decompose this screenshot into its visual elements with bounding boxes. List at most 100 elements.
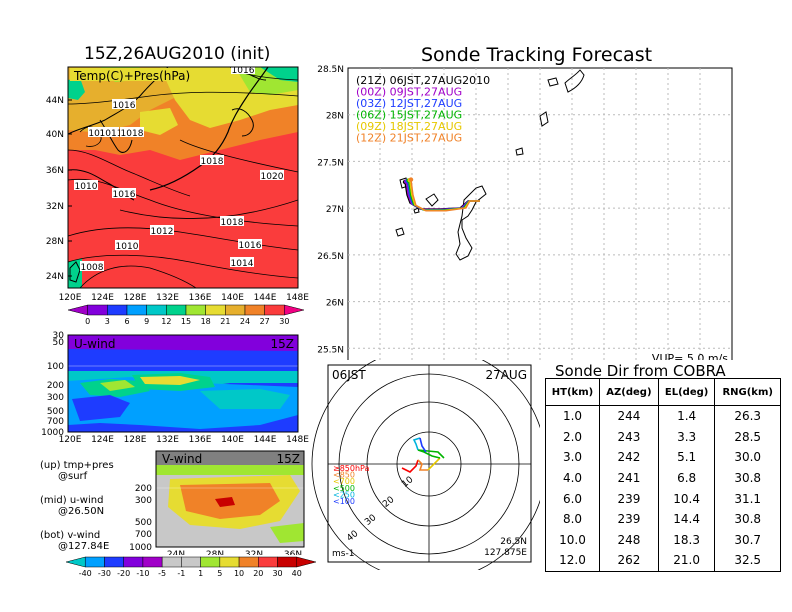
colorbar-swatch bbox=[296, 556, 317, 568]
map-lon-tick: 120E bbox=[59, 293, 82, 303]
colorbar-swatch bbox=[284, 304, 305, 316]
map-lat-tick: 32N bbox=[46, 202, 64, 212]
table-title: Sonde Dir from COBRA bbox=[555, 362, 726, 380]
table-cell: 12.0 bbox=[545, 550, 600, 572]
vwind-p-tick: 200 bbox=[135, 484, 152, 494]
vwind-lat-tick: 28N bbox=[206, 550, 224, 555]
map-lat-tick: 44N bbox=[46, 96, 64, 106]
table-cell: 10.4 bbox=[657, 488, 716, 509]
track-param: VUP= 5.0 m/s bbox=[652, 352, 728, 360]
track-legend-entry: (06Z) 15JST,27AUG bbox=[356, 109, 462, 122]
track-lat-tick: 28.5N bbox=[317, 65, 344, 75]
map-lon-tick: 128E bbox=[124, 293, 147, 303]
table-header: RNG(km) bbox=[714, 378, 781, 406]
hodograph-segment bbox=[417, 449, 445, 459]
hodograph-segment bbox=[412, 437, 421, 451]
track-map: 28.5N28N27.5N27N26.5N26N25.5N25N126E126.… bbox=[317, 65, 733, 360]
colorbar-swatch bbox=[84, 556, 105, 568]
table-header: AZ(deg) bbox=[598, 378, 659, 406]
svg-text:1016: 1016 bbox=[239, 241, 262, 251]
table-header: HT(km) bbox=[545, 378, 600, 406]
colorbar-swatch bbox=[107, 304, 128, 316]
polar-legend-entry: ≥850hPa bbox=[333, 464, 370, 473]
table-cell: 6.8 bbox=[657, 467, 716, 489]
table-cell: 3.0 bbox=[545, 447, 600, 468]
polar-lon: 127.875E bbox=[484, 548, 527, 558]
colorbar-swatch bbox=[181, 556, 201, 568]
uwind-lon-tick: 128E bbox=[124, 435, 147, 445]
track-lat-tick: 27.5N bbox=[317, 158, 344, 168]
isobar-labels: 1016 1016 1016 101 1011 1018 1018 1010 1… bbox=[74, 66, 284, 273]
table-cell: 1.4 bbox=[657, 405, 716, 427]
colorbar-swatch bbox=[142, 556, 163, 568]
uwind-p-tick: 200 bbox=[47, 381, 64, 391]
colorbar-label: 40 bbox=[292, 569, 302, 578]
colorbar-label: 18 bbox=[201, 317, 211, 326]
colorbar-label: -10 bbox=[136, 569, 149, 578]
svg-text:1016: 1016 bbox=[232, 66, 255, 76]
uwind-lon-tick: 120E bbox=[59, 435, 82, 445]
vwind-lat-tick: 24N bbox=[167, 550, 185, 555]
colorbar-swatch bbox=[185, 304, 206, 316]
colorbar-label: 9 bbox=[144, 317, 149, 326]
colorbar-swatch bbox=[258, 556, 278, 568]
hodograph-segment bbox=[417, 459, 428, 471]
map-lon-tick: 136E bbox=[189, 293, 212, 303]
colorbar-swatch bbox=[161, 556, 182, 568]
polar-legend-entry: <250 bbox=[333, 490, 355, 499]
table-cell: 3.3 bbox=[657, 426, 716, 448]
svg-text:1011: 1011 bbox=[100, 129, 123, 139]
vwind-p-tick: 700 bbox=[135, 530, 152, 540]
track-legend-entry: (09Z) 18JST,27AUG bbox=[356, 120, 462, 133]
colorbar-label: 5 bbox=[217, 569, 222, 578]
uwind-p-tick: 1000 bbox=[41, 428, 64, 438]
colorbar-swatch bbox=[244, 304, 265, 316]
svg-text:1012: 1012 bbox=[151, 227, 174, 237]
map-lon-tick: 132E bbox=[156, 293, 179, 303]
table-cell: 31.1 bbox=[714, 488, 781, 509]
sonde-table: HT(km) AZ(deg) EL(deg) RNG(km) 1.0 244 1.4 26.… bbox=[545, 378, 781, 572]
temp-pres-map: 1016 1016 1016 101 1011 1018 1018 1010 1… bbox=[46, 66, 309, 303]
colorbar-label: 30 bbox=[272, 569, 282, 578]
table-row: 8.0 239 14.4 30.8 bbox=[545, 508, 781, 530]
vwind-time: 15Z bbox=[277, 452, 301, 466]
svg-text:1010: 1010 bbox=[116, 242, 139, 252]
svg-text:1018: 1018 bbox=[121, 129, 144, 139]
polar-units: ms-1 bbox=[332, 549, 354, 559]
colorbar-swatch bbox=[205, 304, 226, 316]
polar-legend-entry: <850 bbox=[333, 471, 355, 480]
table-cell: 241 bbox=[598, 467, 659, 489]
table-cell: 6.0 bbox=[545, 488, 600, 509]
table-row: 10.0 248 18.3 30.7 bbox=[545, 529, 781, 551]
svg-text:1008: 1008 bbox=[81, 263, 104, 273]
uwind-lon-tick: 140E bbox=[221, 435, 244, 445]
notes: (up) tmp+pres @surf (mid) u-wind @26.50N… bbox=[40, 460, 114, 552]
colorbar-swatch bbox=[225, 304, 246, 316]
colorbar-label: 3 bbox=[105, 317, 110, 326]
uwind-label: U-wind bbox=[74, 337, 115, 351]
vwind-lat-tick: 32N bbox=[245, 550, 263, 555]
svg-text:1016: 1016 bbox=[113, 101, 136, 111]
colorbar-label: 6 bbox=[124, 317, 129, 326]
colorbar-label: 20 bbox=[253, 569, 263, 578]
colorbar-swatch bbox=[146, 304, 167, 316]
table-cell: 239 bbox=[598, 488, 659, 509]
table-cell: 30.7 bbox=[714, 529, 781, 551]
track-legend-entry: (00Z) 09JST,27AUG bbox=[356, 86, 462, 99]
polar-legend-entry: <100 bbox=[333, 497, 355, 506]
colorbar-label: 1 bbox=[198, 569, 203, 578]
vwind-label: V-wind bbox=[162, 452, 202, 466]
map-lat-tick: 28N bbox=[46, 237, 64, 247]
colorbar-label: -5 bbox=[158, 569, 166, 578]
colorbar-label: 24 bbox=[240, 317, 250, 326]
svg-text:1014: 1014 bbox=[231, 259, 254, 269]
uwind-time: 15Z bbox=[271, 337, 295, 351]
uwind-lon-tick: 136E bbox=[189, 435, 212, 445]
polar-plot: 10 20 30 40 06JST 27AUG ≥850hPa<850<700<… bbox=[311, 360, 540, 570]
polar-date: 27AUG bbox=[485, 368, 527, 382]
polar-legend-entry: <500 bbox=[333, 484, 355, 493]
hodograph-segment bbox=[427, 457, 441, 471]
table-cell: 32.5 bbox=[714, 550, 781, 572]
table-cell: 244 bbox=[598, 405, 659, 427]
table-header: EL(deg) bbox=[657, 378, 716, 406]
